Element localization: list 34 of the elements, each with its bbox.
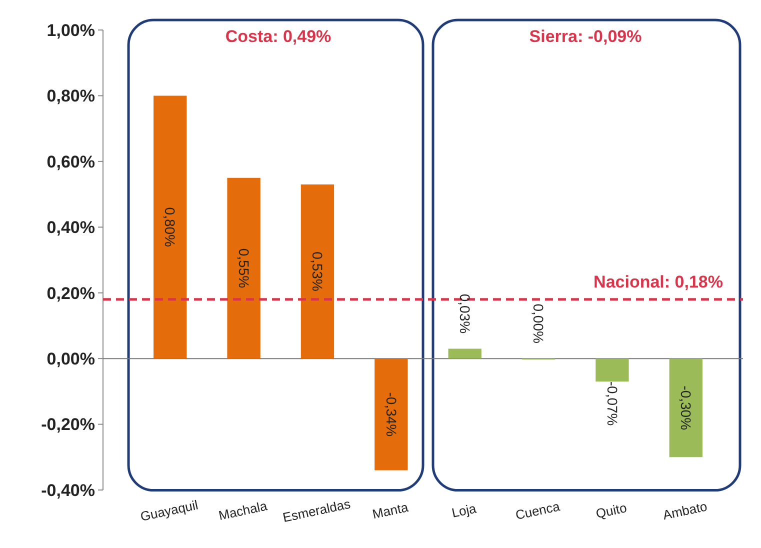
data-label: 0,80%	[162, 207, 178, 247]
y-tick-label: 0,80%	[46, 86, 95, 106]
x-tick-label: Loja	[450, 500, 478, 520]
data-label: -0,30%	[678, 386, 694, 430]
y-tick-label: 1,00%	[46, 20, 95, 40]
bar	[448, 348, 482, 359]
y-tick-label: 0,40%	[46, 218, 95, 238]
annotation: Sierra: -0,09%	[529, 27, 642, 46]
x-tick-label: Quito	[594, 500, 628, 522]
y-tick-label: 0,20%	[46, 284, 95, 303]
x-tick-label: Machala	[217, 498, 270, 524]
data-label: 0,00%	[530, 304, 547, 344]
x-tick-label: Ambato	[661, 498, 708, 523]
data-label: -0,07%	[604, 381, 620, 426]
ref-line-label: Nacional: 0,18%	[594, 272, 723, 292]
annotation: Costa: 0,49%	[225, 27, 332, 46]
y-tick-label: -0,40%	[41, 480, 95, 500]
x-tick-label: Esmeraldas	[281, 496, 352, 526]
data-label: 0,03%	[456, 294, 473, 334]
bar	[596, 358, 629, 382]
bar	[300, 184, 334, 359]
data-label: 0,53%	[310, 252, 326, 292]
bar	[154, 96, 187, 359]
bar	[227, 178, 260, 359]
data-label: 0,55%	[236, 248, 252, 288]
x-tick-label: Manta	[370, 499, 410, 522]
y-tick-label: -0,20%	[41, 415, 95, 434]
bar	[374, 358, 408, 470]
y-tick-label: 0,00%	[46, 350, 95, 369]
x-tick-label: Guayaquil	[138, 497, 200, 524]
y-tick-label: 0,60%	[46, 152, 95, 172]
bar	[669, 358, 702, 458]
x-tick-label: Cuenca	[514, 498, 562, 523]
data-label: -0,34%	[383, 392, 400, 437]
